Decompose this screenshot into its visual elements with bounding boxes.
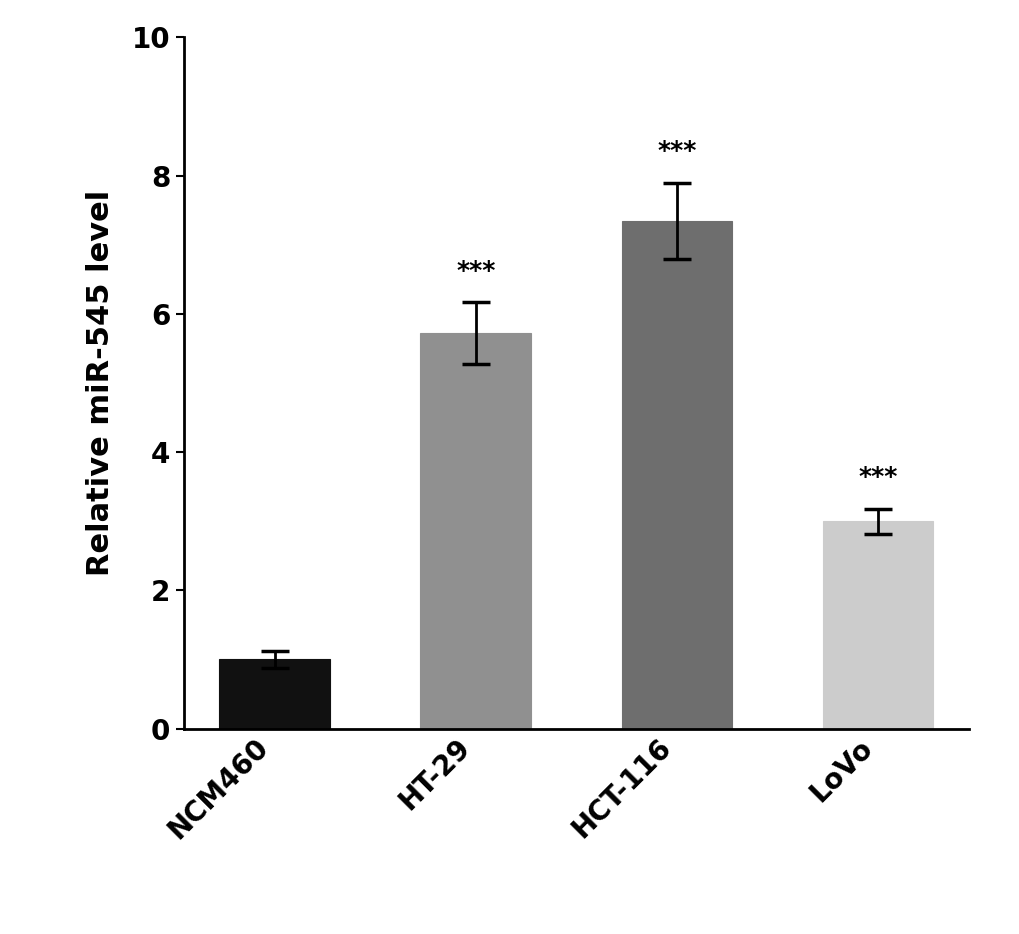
Text: ***: *** [857,465,897,489]
Text: ***: *** [656,139,696,163]
Bar [420,333,531,729]
Text: ***: *** [455,259,495,283]
Bar [621,220,732,729]
Y-axis label: Relative miR-545 level: Relative miR-545 level [86,190,115,576]
Bar [219,659,329,729]
Bar [822,521,932,729]
